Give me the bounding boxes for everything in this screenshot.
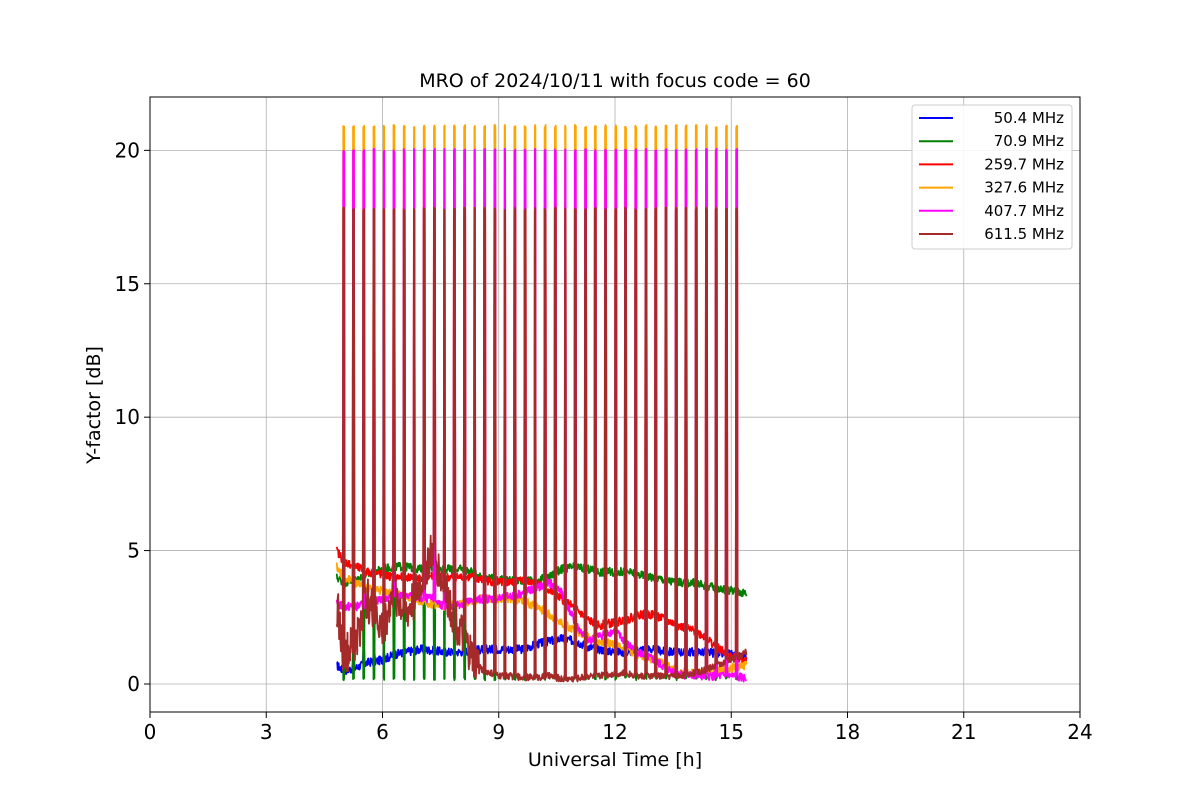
chart-title: MRO of 2024/10/11 with focus code = 60 [419,70,811,92]
legend-entry-label: 611.5 MHz [984,225,1064,243]
plot-data [335,123,748,683]
legend-entry-label: 407.7 MHz [984,202,1064,220]
x-axis-label: Universal Time [h] [528,749,702,771]
x-tick-label: 0 [144,720,157,744]
legend-entry-label: 70.9 MHz [994,132,1064,150]
x-tick-label: 24 [1067,720,1092,744]
x-tick-label: 12 [602,720,627,744]
axis-ticks: 0 3 6 9 12 15 18 21 24 0 5 10 15 20 [115,138,1093,744]
series-line-5 [335,206,748,683]
y-tick-label: 10 [115,405,140,429]
legend: 50.4 MHz 70.9 MHz 259.7 MHz 327.6 MHz 407.7 … [911,104,1073,250]
y-tick-label: 5 [127,539,140,563]
legend-entry-label: 327.6 MHz [984,179,1064,197]
x-tick-label: 21 [951,720,976,744]
y-tick-label: 15 [115,272,140,296]
x-tick-label: 3 [260,720,273,744]
x-tick-label: 6 [376,720,389,744]
y-tick-label: 0 [127,672,140,696]
y-axis-label: Y-factor [dB] [83,346,105,465]
x-tick-label: 15 [719,720,744,744]
y-tick-label: 20 [115,138,140,162]
legend-entry-label: 50.4 MHz [994,109,1064,127]
legend-entry-label: 259.7 MHz [984,155,1064,173]
x-tick-label: 18 [835,720,860,744]
x-tick-label: 9 [492,720,505,744]
